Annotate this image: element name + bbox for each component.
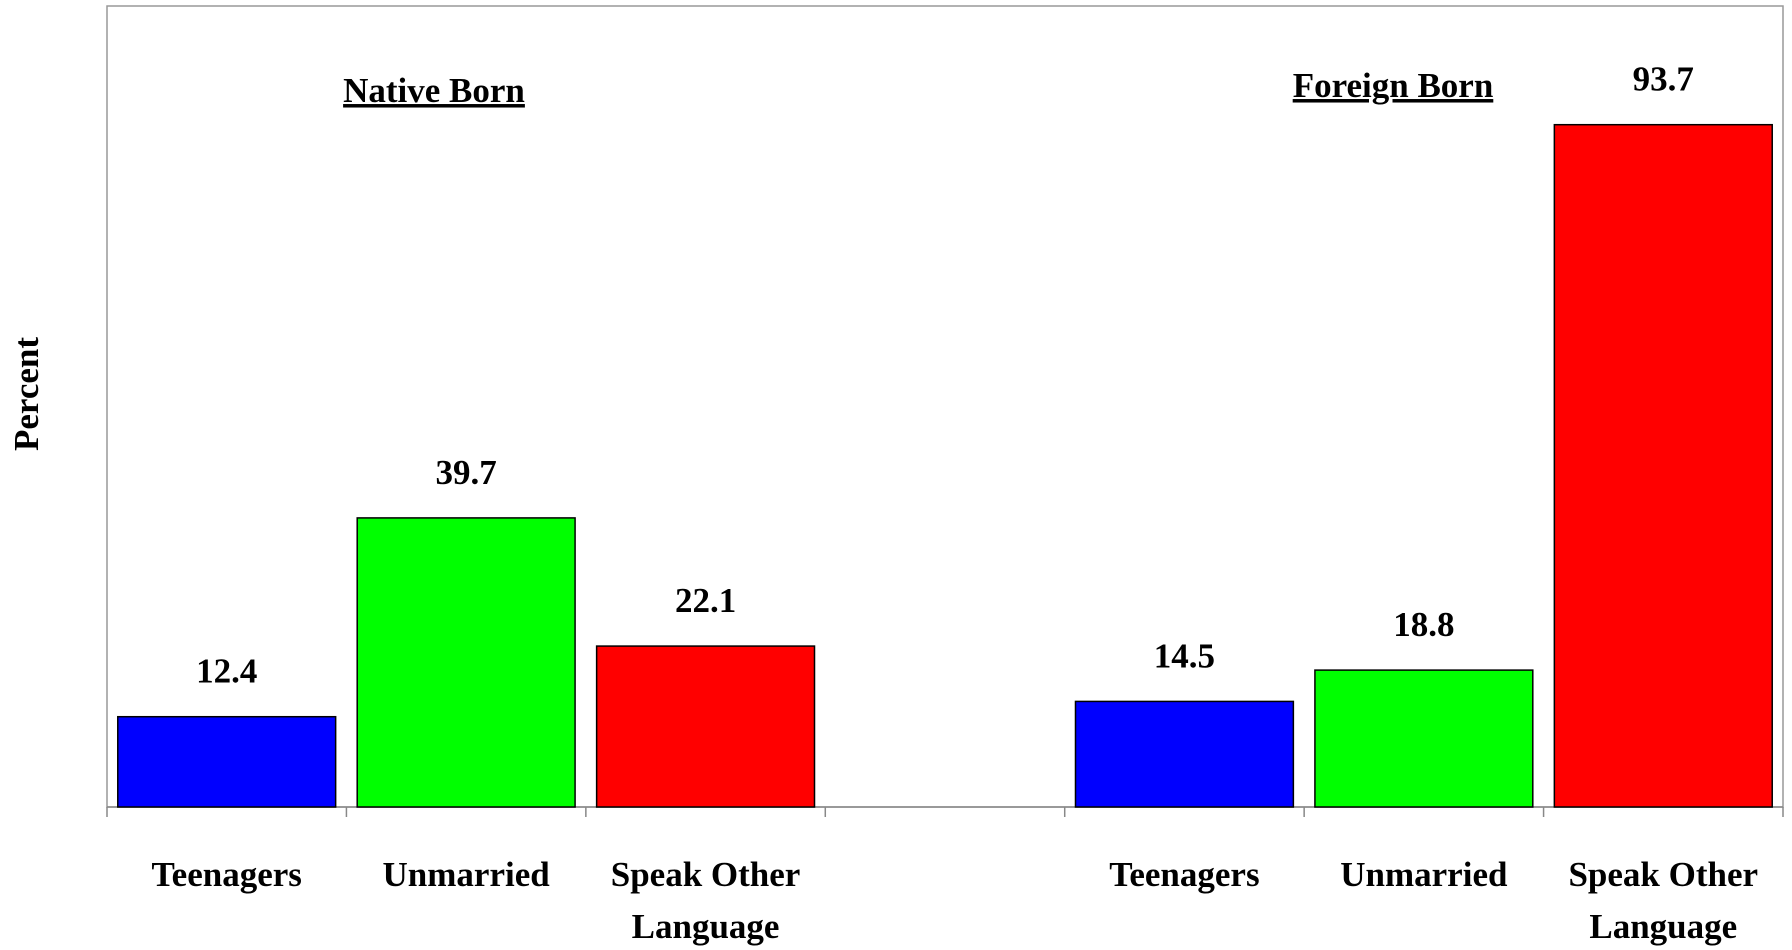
bar [1314, 669, 1534, 808]
x-tick-label: Speak Other Language [1568, 855, 1759, 946]
x-tick-label: Teenagers [1109, 855, 1260, 894]
value-label: 93.7 [1633, 60, 1694, 99]
bar [356, 517, 576, 808]
bar [1074, 700, 1295, 808]
value-label: 22.1 [675, 581, 736, 620]
x-tick-label: Unmarried [382, 855, 550, 894]
x-tick-label: Speak Other Language [610, 855, 801, 946]
annotation: Native Born [343, 71, 525, 110]
bar [595, 645, 816, 808]
x-tick-label: Unmarried [1340, 855, 1508, 894]
value-label: 18.8 [1393, 605, 1454, 644]
value-label: 14.5 [1154, 636, 1215, 675]
y-axis-label: Percent [7, 337, 46, 451]
value-label: 39.7 [436, 453, 497, 492]
x-tick-label: Teenagers [151, 855, 302, 894]
value-label: 12.4 [196, 652, 257, 691]
bar [117, 715, 337, 808]
bar [1553, 123, 1773, 808]
annotation: Foreign Born [1293, 66, 1494, 105]
